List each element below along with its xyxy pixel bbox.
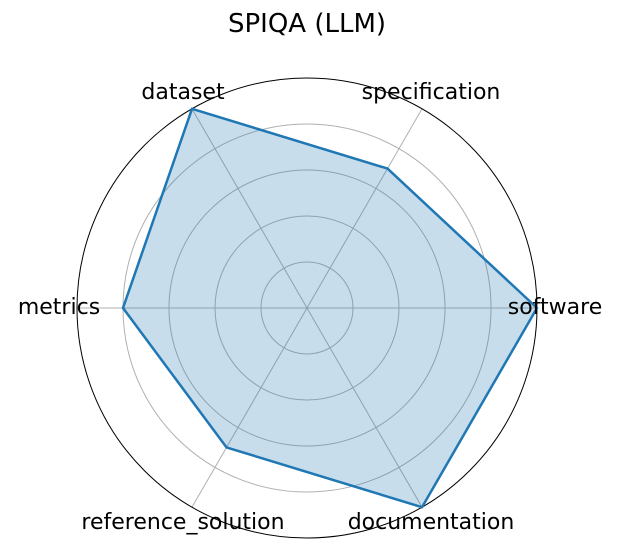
axis-label-specification: specification [362,80,501,105]
chart-title: SPIQA (LLM) [228,9,386,39]
axis-label-reference-solution: reference_solution [81,510,284,535]
radar-series [121,107,539,509]
axis-label-metrics: metrics [18,295,100,320]
spoke-dataset [191,108,308,309]
axis-label-dataset: dataset [141,80,225,105]
spoke-specification [306,108,423,309]
data-point-metrics [121,306,125,310]
series-area [123,108,537,508]
data-point-software [535,306,539,310]
spoke-documentation [306,307,423,508]
data-point-dataset [190,107,194,111]
data-point-documentation [420,505,424,509]
axis-label-software: software [508,295,602,320]
axis-label-documentation: documentation [348,510,515,535]
data-point-reference_solution [225,446,228,449]
spoke-reference_solution [191,307,308,508]
radar-axis-labels: software specification dataset metrics refer… [18,80,602,535]
data-point-specification [386,167,389,170]
